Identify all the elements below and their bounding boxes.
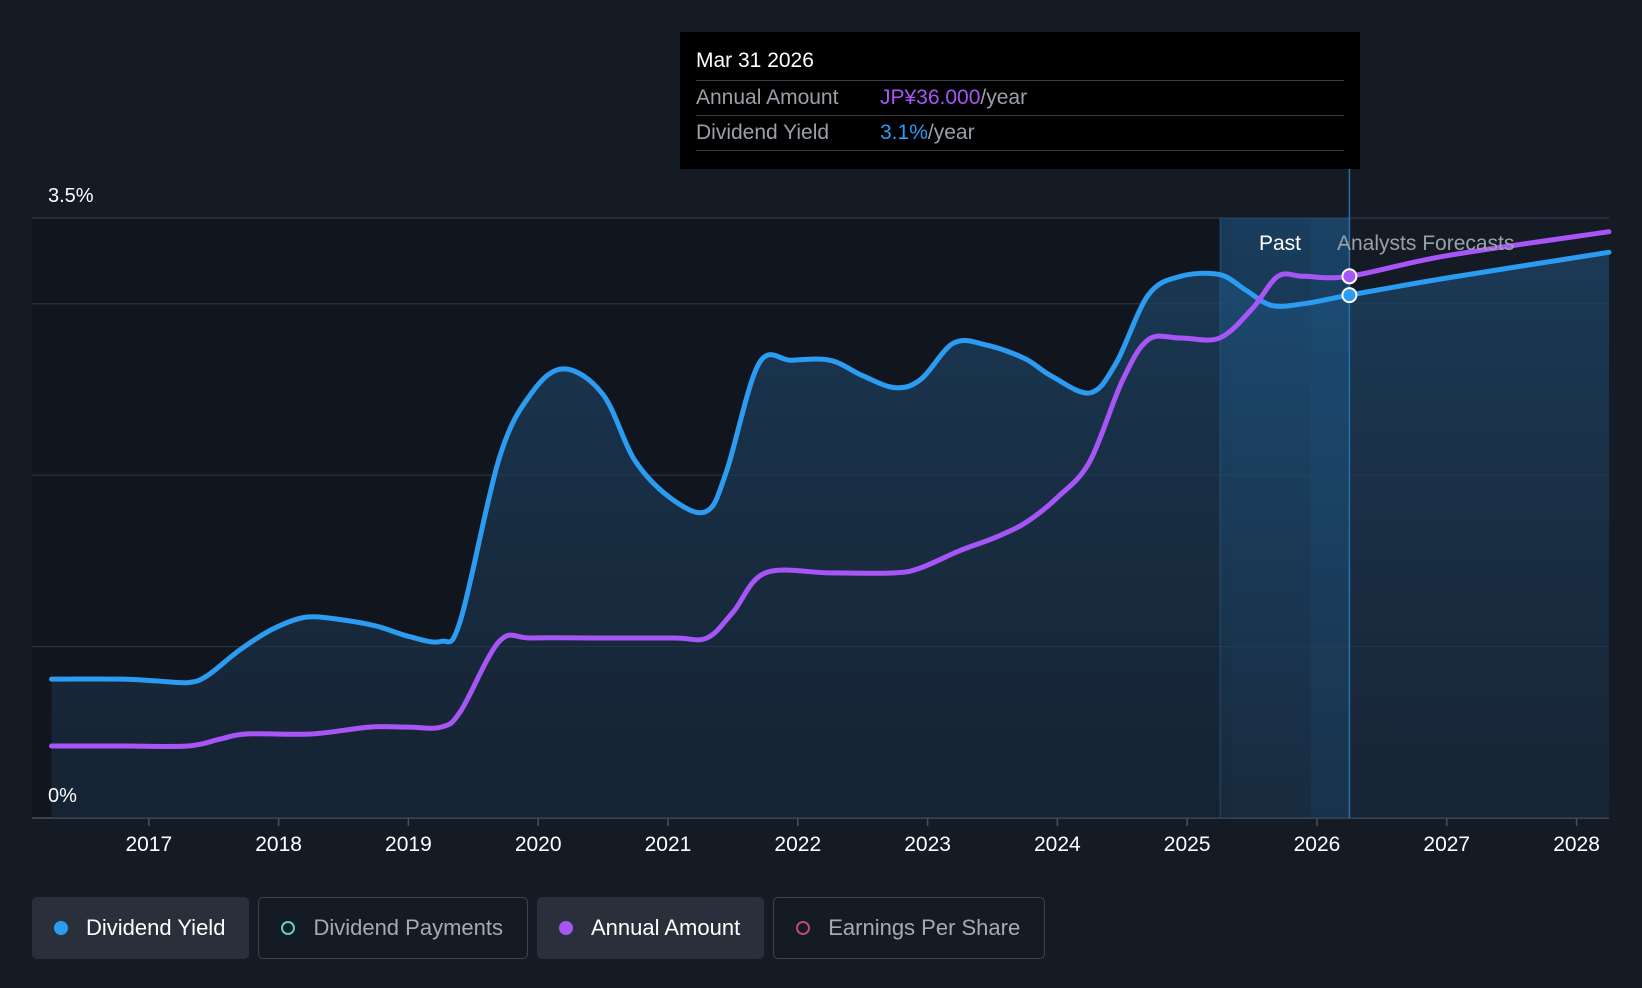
forecast-start-line [1219,218,1222,818]
tooltip-unit: /year [927,121,975,144]
tooltip-label: Annual Amount [696,86,839,109]
forecast-label: Analysts Forecasts [1337,232,1514,255]
x-tick-label: 2021 [645,833,692,856]
legend-label: Dividend Payments [313,915,503,940]
legend-label: Dividend Yield [86,915,226,940]
dividend-yield-line [49,249,1612,686]
legend-dividend-yield[interactable]: Dividend Yield [32,897,250,959]
x-tick-label: 2028 [1553,833,1600,856]
tooltip-value: JP¥36.000 [880,86,981,109]
x-tick-label: 2024 [1034,833,1081,856]
legend-label: Annual Amount [590,915,741,940]
x-tick-label: 2019 [385,833,432,856]
legend-dividend-payments[interactable]: Dividend Payments [258,897,528,959]
x-tick-label: 2025 [1164,833,1211,856]
annual-amount-point [1341,268,1358,285]
tooltip-label: Dividend Yield [696,121,830,144]
y-axis-bottom-label: 0% [48,785,77,807]
x-tick-label: 2017 [125,833,172,856]
annual-amount-line [49,229,1612,749]
past-label: Past [1259,232,1301,255]
dividend-yield-point [1341,287,1358,304]
dividend-chart: 3.5% 0% Past Analysts Forecasts 2017 2018… [32,169,1612,856]
legend-annual-amount[interactable]: Annual Amount [536,897,765,959]
hollow-dot-icon [796,921,811,935]
filled-dot-icon [558,921,573,935]
x-axis: 2017 2018 2019 2020 2021 2022 2023 2024 2025 2026… [125,818,1600,856]
tooltip-row-dividend-yield: Dividend Yield 3.1% /year [696,116,1344,151]
legend: Dividend Yield Dividend Payments Annual … [32,897,1046,959]
legend-label: Earnings Per Share [828,915,1021,940]
legend-earnings-per-share[interactable]: Earnings Per Share [773,897,1046,959]
x-tick-label: 2020 [515,833,562,856]
tooltip-row-annual-amount: Annual Amount JP¥36.000 /year [696,81,1344,116]
tooltip-unit: /year [980,86,1028,109]
forecast-current-shade [1310,218,1350,818]
y-axis-top-label: 3.5% [48,185,94,207]
tooltip-value: 3.1% [880,121,928,144]
tooltip-date: Mar 31 2026 [696,46,1344,81]
chart-tooltip: Mar 31 2026 Annual Amount JP¥36.000 /yea… [680,32,1360,169]
hollow-dot-icon [281,921,296,935]
x-tick-label: 2018 [255,833,302,856]
x-tick-label: 2023 [904,833,951,856]
x-tick-label: 2027 [1423,833,1470,856]
x-tick-label: 2026 [1294,833,1341,856]
x-tick-label: 2022 [774,833,821,856]
filled-dot-icon [54,921,68,935]
